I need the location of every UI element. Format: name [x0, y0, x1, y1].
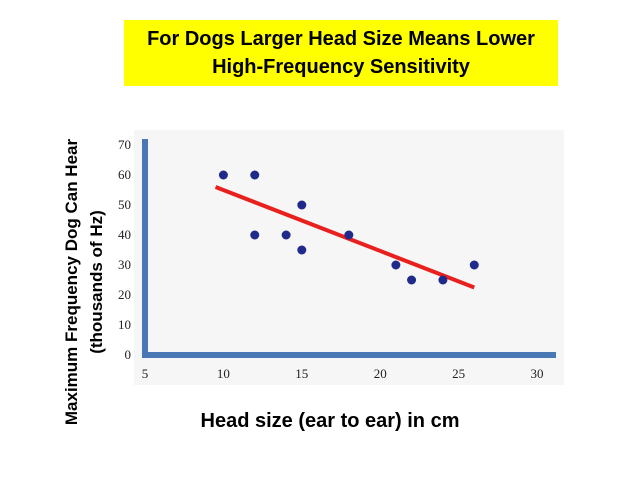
data-point: [438, 275, 448, 285]
chart-title-line-2: High-Frequency Sensitivity: [212, 56, 470, 78]
data-point: [250, 170, 260, 180]
y-tick-label: 10: [118, 317, 131, 332]
data-points: [218, 170, 479, 285]
x-tick-label: 10: [217, 366, 230, 381]
plot-area: [134, 130, 564, 385]
data-point: [391, 260, 401, 270]
x-tick-label: 5: [142, 366, 149, 381]
y-tick-labels: 0 10 20 30 40 50 60 70: [118, 137, 131, 362]
y-tick-label: 60: [118, 167, 131, 182]
y-tick-label: 70: [118, 137, 131, 152]
data-point: [344, 230, 354, 240]
data-point: [281, 230, 291, 240]
x-tick-labels: 5 10 15 20 25 30: [142, 366, 544, 381]
data-point: [407, 275, 417, 285]
x-tick-label: 15: [295, 366, 308, 381]
data-point: [297, 245, 307, 255]
y-tick-label: 50: [118, 197, 131, 212]
x-tick-label: 20: [374, 366, 387, 381]
axes: [142, 139, 556, 358]
data-point: [297, 200, 307, 210]
y-tick-label: 30: [118, 257, 131, 272]
data-point: [469, 260, 479, 270]
data-point: [250, 230, 260, 240]
y-tick-label: 20: [118, 287, 131, 302]
trend-line: [214, 185, 476, 290]
y-tick-label: 40: [118, 227, 131, 242]
x-axis-label: Head size (ear to ear) in cm: [200, 410, 460, 432]
trend-line-group: [214, 185, 476, 290]
y-tick-label: 0: [125, 347, 132, 362]
chart-title-line-1: For Dogs Larger Head Size Means Lower: [147, 28, 535, 50]
x-tick-label: 30: [531, 366, 544, 381]
chart-title: For Dogs Larger Head Size Means Lower Hi…: [124, 20, 558, 86]
data-point: [218, 170, 228, 180]
x-tick-label: 25: [452, 366, 465, 381]
